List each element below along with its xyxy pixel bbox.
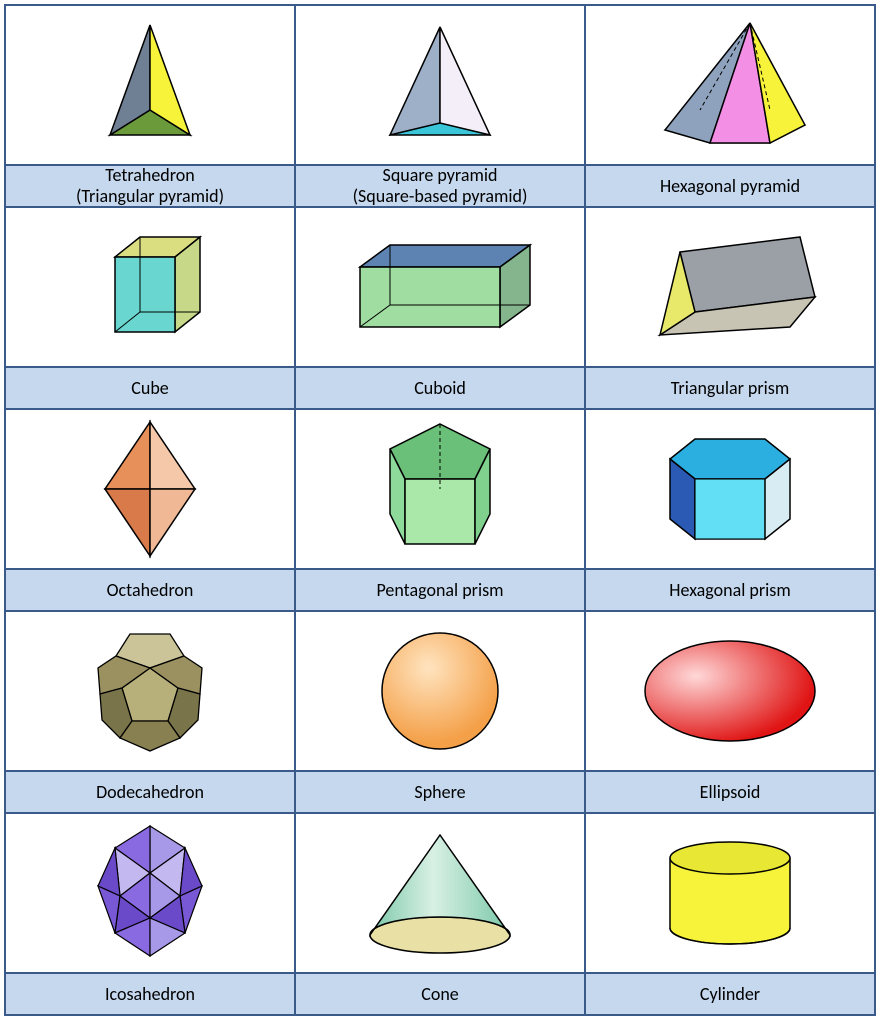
label-ellipsoid: Ellipsoid xyxy=(585,771,875,813)
shape-cuboid xyxy=(295,207,585,367)
shape-hexagonal-prism xyxy=(585,409,875,569)
hexagonal-prism-icon xyxy=(650,419,810,559)
label-hexagonal-prism: Hexagonal prism xyxy=(585,569,875,611)
label-cube: Cube xyxy=(5,367,295,409)
octahedron-icon xyxy=(80,414,220,564)
label-dodecahedron: Dodecahedron xyxy=(5,771,295,813)
label-icosahedron: Icosahedron xyxy=(5,973,295,1015)
sphere-icon xyxy=(370,621,510,761)
hexagonal-pyramid-icon xyxy=(620,15,840,155)
shape-triangular-prism xyxy=(585,207,875,367)
shapes-grid: Tetrahedron (Triangular pyramid) Square … xyxy=(4,4,876,1016)
label-square-pyramid: Square pyramid (Square-based pyramid) xyxy=(295,165,585,207)
ellipsoid-icon xyxy=(630,626,830,756)
shape-tetrahedron xyxy=(5,5,295,165)
label-tetrahedron: Tetrahedron (Triangular pyramid) xyxy=(5,165,295,207)
label-triangular-prism: Triangular prism xyxy=(585,367,875,409)
label-cuboid: Cuboid xyxy=(295,367,585,409)
shape-pentagonal-prism xyxy=(295,409,585,569)
shape-icosahedron xyxy=(5,813,295,973)
square-pyramid-icon xyxy=(350,15,530,155)
shape-octahedron xyxy=(5,409,295,569)
label-pentagonal-prism: Pentagonal prism xyxy=(295,569,585,611)
shape-ellipsoid xyxy=(585,611,875,771)
label-sphere: Sphere xyxy=(295,771,585,813)
label-octahedron: Octahedron xyxy=(5,569,295,611)
pentagonal-prism-icon xyxy=(365,414,515,564)
shape-hexagonal-pyramid xyxy=(585,5,875,165)
cube-icon xyxy=(75,217,225,357)
tetrahedron-icon xyxy=(70,15,230,155)
cone-icon xyxy=(355,823,525,963)
shape-sphere xyxy=(295,611,585,771)
icosahedron-icon xyxy=(80,818,220,968)
shape-square-pyramid xyxy=(295,5,585,165)
dodecahedron-icon xyxy=(80,616,220,766)
shape-cylinder xyxy=(585,813,875,973)
triangular-prism-icon xyxy=(630,227,830,347)
shape-dodecahedron xyxy=(5,611,295,771)
label-cylinder: Cylinder xyxy=(585,973,875,1015)
label-hexagonal-pyramid: Hexagonal pyramid xyxy=(585,165,875,207)
cuboid-icon xyxy=(330,227,550,347)
cylinder-icon xyxy=(650,823,810,963)
shape-cube xyxy=(5,207,295,367)
label-cone: Cone xyxy=(295,973,585,1015)
shape-cone xyxy=(295,813,585,973)
